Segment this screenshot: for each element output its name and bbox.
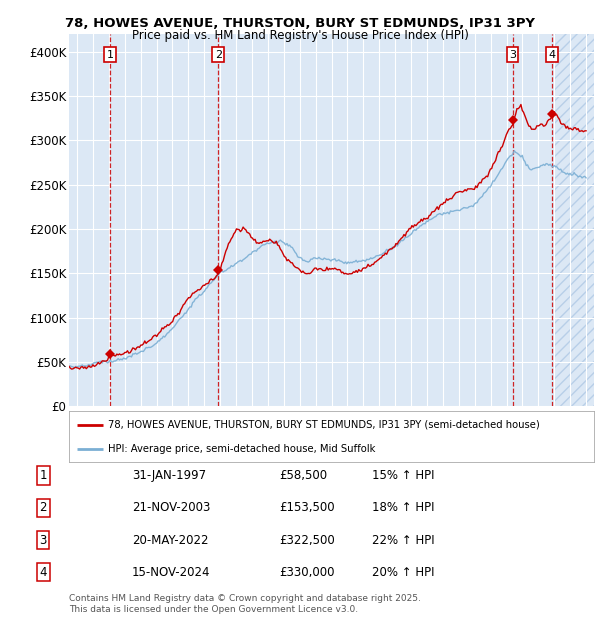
Text: Price paid vs. HM Land Registry's House Price Index (HPI): Price paid vs. HM Land Registry's House … [131,29,469,42]
Text: HPI: Average price, semi-detached house, Mid Suffolk: HPI: Average price, semi-detached house,… [109,444,376,454]
Text: 20% ↑ HPI: 20% ↑ HPI [372,566,434,578]
Text: 15-NOV-2024: 15-NOV-2024 [132,566,211,578]
Text: 4: 4 [549,50,556,60]
Text: 31-JAN-1997: 31-JAN-1997 [132,469,206,482]
Text: 18% ↑ HPI: 18% ↑ HPI [372,502,434,514]
Text: 21-NOV-2003: 21-NOV-2003 [132,502,211,514]
Text: 78, HOWES AVENUE, THURSTON, BURY ST EDMUNDS, IP31 3PY: 78, HOWES AVENUE, THURSTON, BURY ST EDMU… [65,17,535,30]
Text: 4: 4 [40,566,47,578]
Text: 78, HOWES AVENUE, THURSTON, BURY ST EDMUNDS, IP31 3PY (semi-detached house): 78, HOWES AVENUE, THURSTON, BURY ST EDMU… [109,420,540,430]
Text: £322,500: £322,500 [279,534,335,546]
Bar [554,34,594,406]
Text: 1: 1 [107,50,113,60]
Text: 3: 3 [509,50,516,60]
Text: 3: 3 [40,534,47,546]
Text: 20-MAY-2022: 20-MAY-2022 [132,534,209,546]
Bar [554,34,594,406]
Text: £153,500: £153,500 [279,502,335,514]
Text: £330,000: £330,000 [279,566,335,578]
Text: Contains HM Land Registry data © Crown copyright and database right 2025.
This d: Contains HM Land Registry data © Crown c… [69,595,421,614]
Text: 2: 2 [215,50,222,60]
Text: 2: 2 [40,502,47,514]
Text: 1: 1 [40,469,47,482]
Text: £58,500: £58,500 [279,469,327,482]
Text: 22% ↑ HPI: 22% ↑ HPI [372,534,434,546]
Text: 15% ↑ HPI: 15% ↑ HPI [372,469,434,482]
